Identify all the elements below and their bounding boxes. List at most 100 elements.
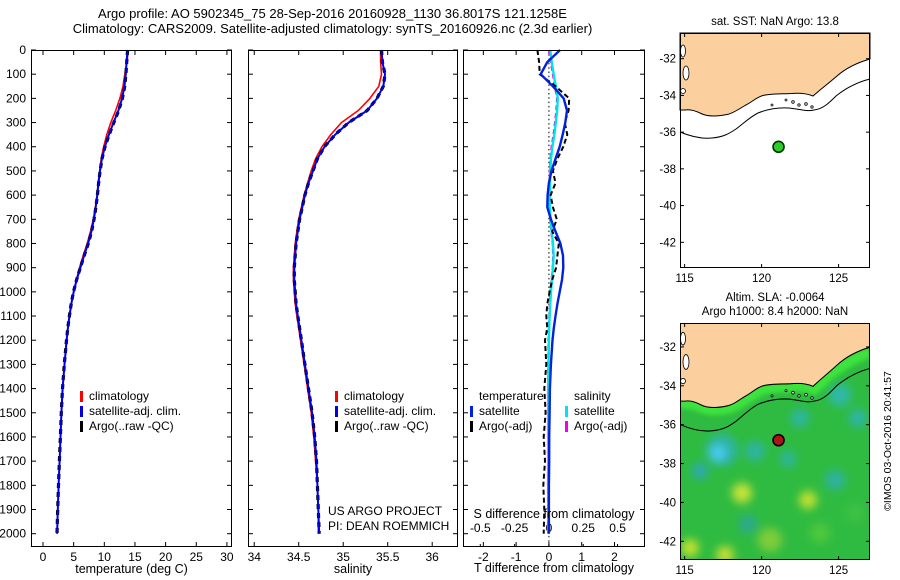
x-tick-label: 35.5	[376, 550, 400, 564]
legend-label: satellite	[574, 404, 615, 418]
legend-header: salinity	[565, 389, 627, 404]
legend-item: climatology	[335, 389, 436, 404]
series-line-argo-raw-qc	[55, 49, 130, 534]
legend-item: Argo(-adj)	[565, 419, 627, 434]
depth-tick-label: 1500	[0, 406, 26, 420]
legend-item: satellite	[470, 404, 544, 419]
depth-tick-label: 300	[6, 116, 26, 130]
legend-label: climatology	[344, 389, 405, 403]
lat-tick-label: -38	[659, 164, 676, 176]
lon-tick-label: 120	[752, 565, 771, 577]
sla-map-title: Altim. SLA: -0.0064 Argo h1000: 8.4 h200…	[655, 291, 895, 319]
legend-item: Argo(..raw -QC)	[335, 419, 436, 434]
project-annotation-line1: US ARGO PROJECT	[328, 504, 443, 518]
lon-tick-label: 115	[675, 273, 693, 285]
satellite-swatch	[335, 406, 338, 417]
legend-item: satellite-adj. clim.	[80, 404, 181, 419]
x-tick-label: 30	[220, 550, 234, 564]
legend-label: climatology	[89, 389, 150, 403]
depth-tick-label: 1600	[0, 430, 26, 444]
map-axes: 115 120 125 -32 -34 -36 -38 -40 -42	[659, 33, 870, 285]
sla-blob	[710, 445, 726, 461]
depth-tick-label: 2000	[0, 527, 26, 541]
depth-tick-label: 1900	[0, 503, 26, 517]
float-position-marker	[772, 140, 785, 154]
lat-tick-label: -34	[659, 90, 676, 102]
x-tick-label: 1	[578, 550, 585, 564]
lon-tick-label: 115	[675, 565, 693, 577]
temperature-axis-label: temperature (deg C)	[75, 562, 188, 576]
difference-legend-temperature: temperature satellite Argo(-adj)	[470, 389, 544, 434]
map-axes: 115 120 125 -32 -34 -36 -38 -40 -42	[659, 323, 870, 577]
x-tick-label: 25	[190, 550, 204, 564]
depth-tick-label: 1800	[0, 478, 26, 492]
sla-anomaly-blobs	[681, 384, 867, 560]
depth-tick-label: 1100	[0, 309, 26, 323]
coastline	[679, 32, 871, 139]
lat-tick-label: -42	[659, 536, 676, 548]
sla-blob	[846, 504, 864, 522]
t-satellite-swatch	[470, 406, 473, 417]
x-tick-label: 2	[611, 550, 618, 564]
depth-tick-label: 700	[6, 212, 26, 226]
legend-group-title: temperature	[479, 389, 544, 403]
lat-tick-label: -32	[659, 54, 676, 66]
figure-title: Argo profile: AO 5902345_75 28-Sep-2016 …	[0, 6, 665, 36]
climatology-swatch	[335, 391, 338, 402]
s-tick-label: -0.25	[501, 521, 529, 535]
sla-map-title-line1: Altim. SLA: -0.0064	[725, 292, 825, 304]
difference-legend-salinity: salinity satellite Argo(-adj)	[565, 389, 627, 434]
project-annotation: US ARGO PROJECT PI: DEAN ROEMMICH	[328, 504, 449, 534]
sla-blob	[810, 523, 830, 543]
x-tick-label: 5	[70, 550, 77, 564]
legend-item: Argo(-adj)	[470, 419, 544, 434]
sla-blob	[758, 528, 782, 552]
lat-tick-label: -36	[659, 127, 676, 139]
sla-blob	[799, 491, 817, 509]
legend-label: satellite-adj. clim.	[344, 404, 437, 418]
series-line-satellite-adj-clim	[56, 49, 129, 534]
x-tick-label: 10	[98, 550, 112, 564]
series-line-climatology	[292, 50, 383, 534]
float-position-marker	[772, 433, 785, 447]
sla-blob	[739, 515, 757, 533]
x-tick-label: 34	[248, 550, 262, 564]
legend-label: satellite	[479, 404, 520, 418]
series-line-T-argo-adj	[536, 49, 571, 534]
depth-tick-label: 1400	[0, 382, 26, 396]
s-argo-swatch	[565, 421, 568, 432]
sla-heatmap: 115 120 125 -32 -34 -36 -38 -40 -42	[659, 323, 870, 577]
s-difference-axis-label: S difference from climatology	[473, 507, 635, 521]
legend-label: Argo(-adj)	[574, 419, 628, 433]
sla-field	[680, 323, 870, 560]
imos-watermark: ©IMOS 03-Oct-2016 20:41:57	[882, 371, 894, 511]
plot-frame	[31, 50, 232, 547]
satellite-swatch	[80, 406, 83, 417]
plot-frame	[463, 50, 645, 547]
series-line-T-satellite	[539, 49, 569, 534]
sla-map-title-line2: Argo h1000: 8.4 h2000: NaN	[701, 306, 849, 318]
legend-label: Argo(-adj)	[479, 419, 533, 433]
sla-blob	[732, 483, 752, 503]
axes: 34 34.5 35 35.5 36	[248, 49, 458, 564]
depth-tick-label: 600	[6, 188, 26, 202]
depth-tick-label: 800	[6, 236, 26, 250]
figure-title-line2: Climatology: CARS2009. Satellite-adjuste…	[72, 21, 593, 36]
axes: 0100200300400500600700800900100011001200…	[0, 43, 234, 564]
argo-swatch	[335, 421, 338, 432]
x-tick-label: 36	[426, 550, 440, 564]
lon-tick-label: 125	[829, 273, 848, 285]
legend-label: Argo(..raw -QC)	[89, 419, 174, 433]
series-line-climatology	[56, 49, 129, 534]
sla-blob	[829, 384, 851, 406]
depth-tick-label: 1700	[0, 454, 26, 468]
sst-location-map: 115 120 125 -32 -34 -36 -38 -40 -42	[659, 32, 871, 285]
depth-tick-label: 1000	[0, 285, 26, 299]
x-tick-label: 15	[128, 550, 142, 564]
coastal-high-band	[680, 346, 870, 416]
depth-tick-label: 1300	[0, 357, 26, 371]
s-tick-label: 0.5	[609, 521, 626, 535]
x-tick-label: 35	[337, 550, 351, 564]
legend-label: Argo(..raw -QC)	[344, 419, 429, 433]
